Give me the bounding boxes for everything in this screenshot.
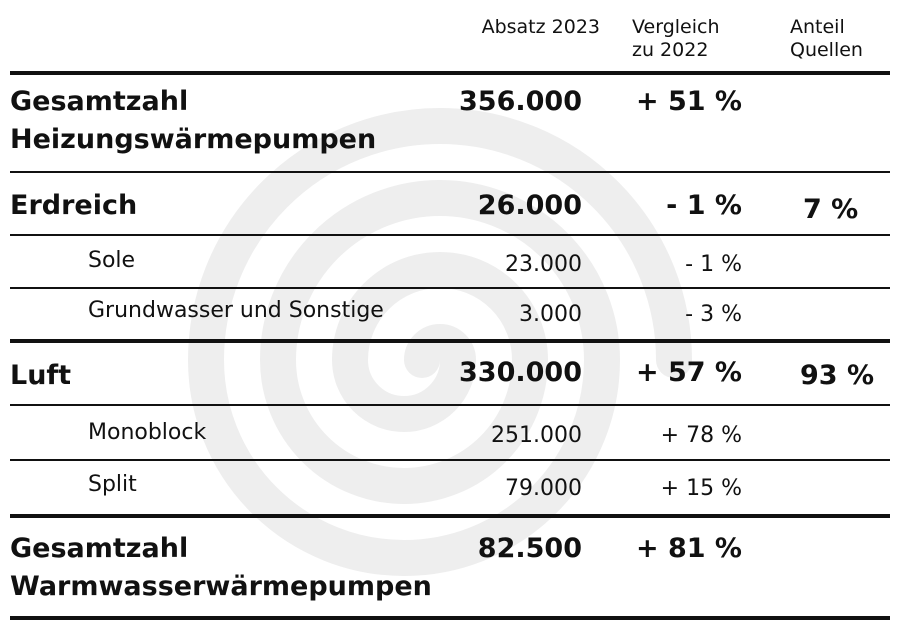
header-anteil: Anteil Quellen — [790, 16, 863, 61]
row-monoblock-label: Monoblock — [88, 420, 207, 445]
row-gesamt-warmwasser-vergleich: + 81 % — [635, 533, 742, 564]
row-erdreich-vergleich: - 1 % — [666, 190, 742, 221]
row-luft-absatz: 330.000 — [459, 357, 582, 388]
row-erdreich-anteil: 7 % — [803, 194, 859, 225]
header-vergleich: Vergleich zu 2022 — [632, 16, 720, 61]
row-split-absatz: 79.000 — [505, 476, 582, 501]
row-sole-absatz: 23.000 — [505, 252, 582, 277]
row-erdreich-label: Erdreich — [10, 190, 138, 221]
rule — [10, 459, 890, 461]
rule — [10, 287, 890, 289]
row-grundwasser-label: Grundwasser und Sonstige — [88, 298, 384, 323]
row-luft-vergleich: + 57 % — [635, 357, 742, 388]
header-absatz: Absatz 2023 — [481, 16, 600, 38]
rule — [10, 234, 890, 236]
rule — [10, 339, 890, 343]
row-sole-label: Sole — [88, 248, 136, 273]
row-grundwasser-vergleich: - 3 % — [685, 302, 742, 327]
row-erdreich-absatz: 26.000 — [477, 190, 582, 221]
row-luft-label: Luft — [10, 360, 72, 391]
row-luft-anteil: 93 % — [800, 360, 875, 391]
row-gesamt-heizung-label: Gesamtzahl Heizungswärmepumpen — [10, 86, 377, 155]
row-gesamt-heizung-vergleich: + 51 % — [635, 86, 742, 117]
row-split-label: Split — [88, 472, 137, 497]
row-monoblock-absatz: 251.000 — [491, 423, 582, 448]
row-grundwasser-absatz: 3.000 — [519, 302, 582, 327]
rule — [10, 171, 890, 173]
row-gesamt-heizung-absatz: 356.000 — [459, 86, 582, 117]
row-sole-vergleich: - 1 % — [685, 252, 742, 277]
row-monoblock-vergleich: + 78 % — [660, 423, 742, 448]
header-rule — [10, 71, 890, 75]
rule — [10, 404, 890, 406]
rule — [10, 616, 890, 620]
row-gesamt-warmwasser-label: Gesamtzahl Warmwasserwärmepumpen — [10, 533, 432, 602]
row-split-vergleich: + 15 % — [660, 476, 742, 501]
row-gesamt-warmwasser-absatz: 82.500 — [477, 533, 582, 564]
rule — [10, 514, 890, 518]
